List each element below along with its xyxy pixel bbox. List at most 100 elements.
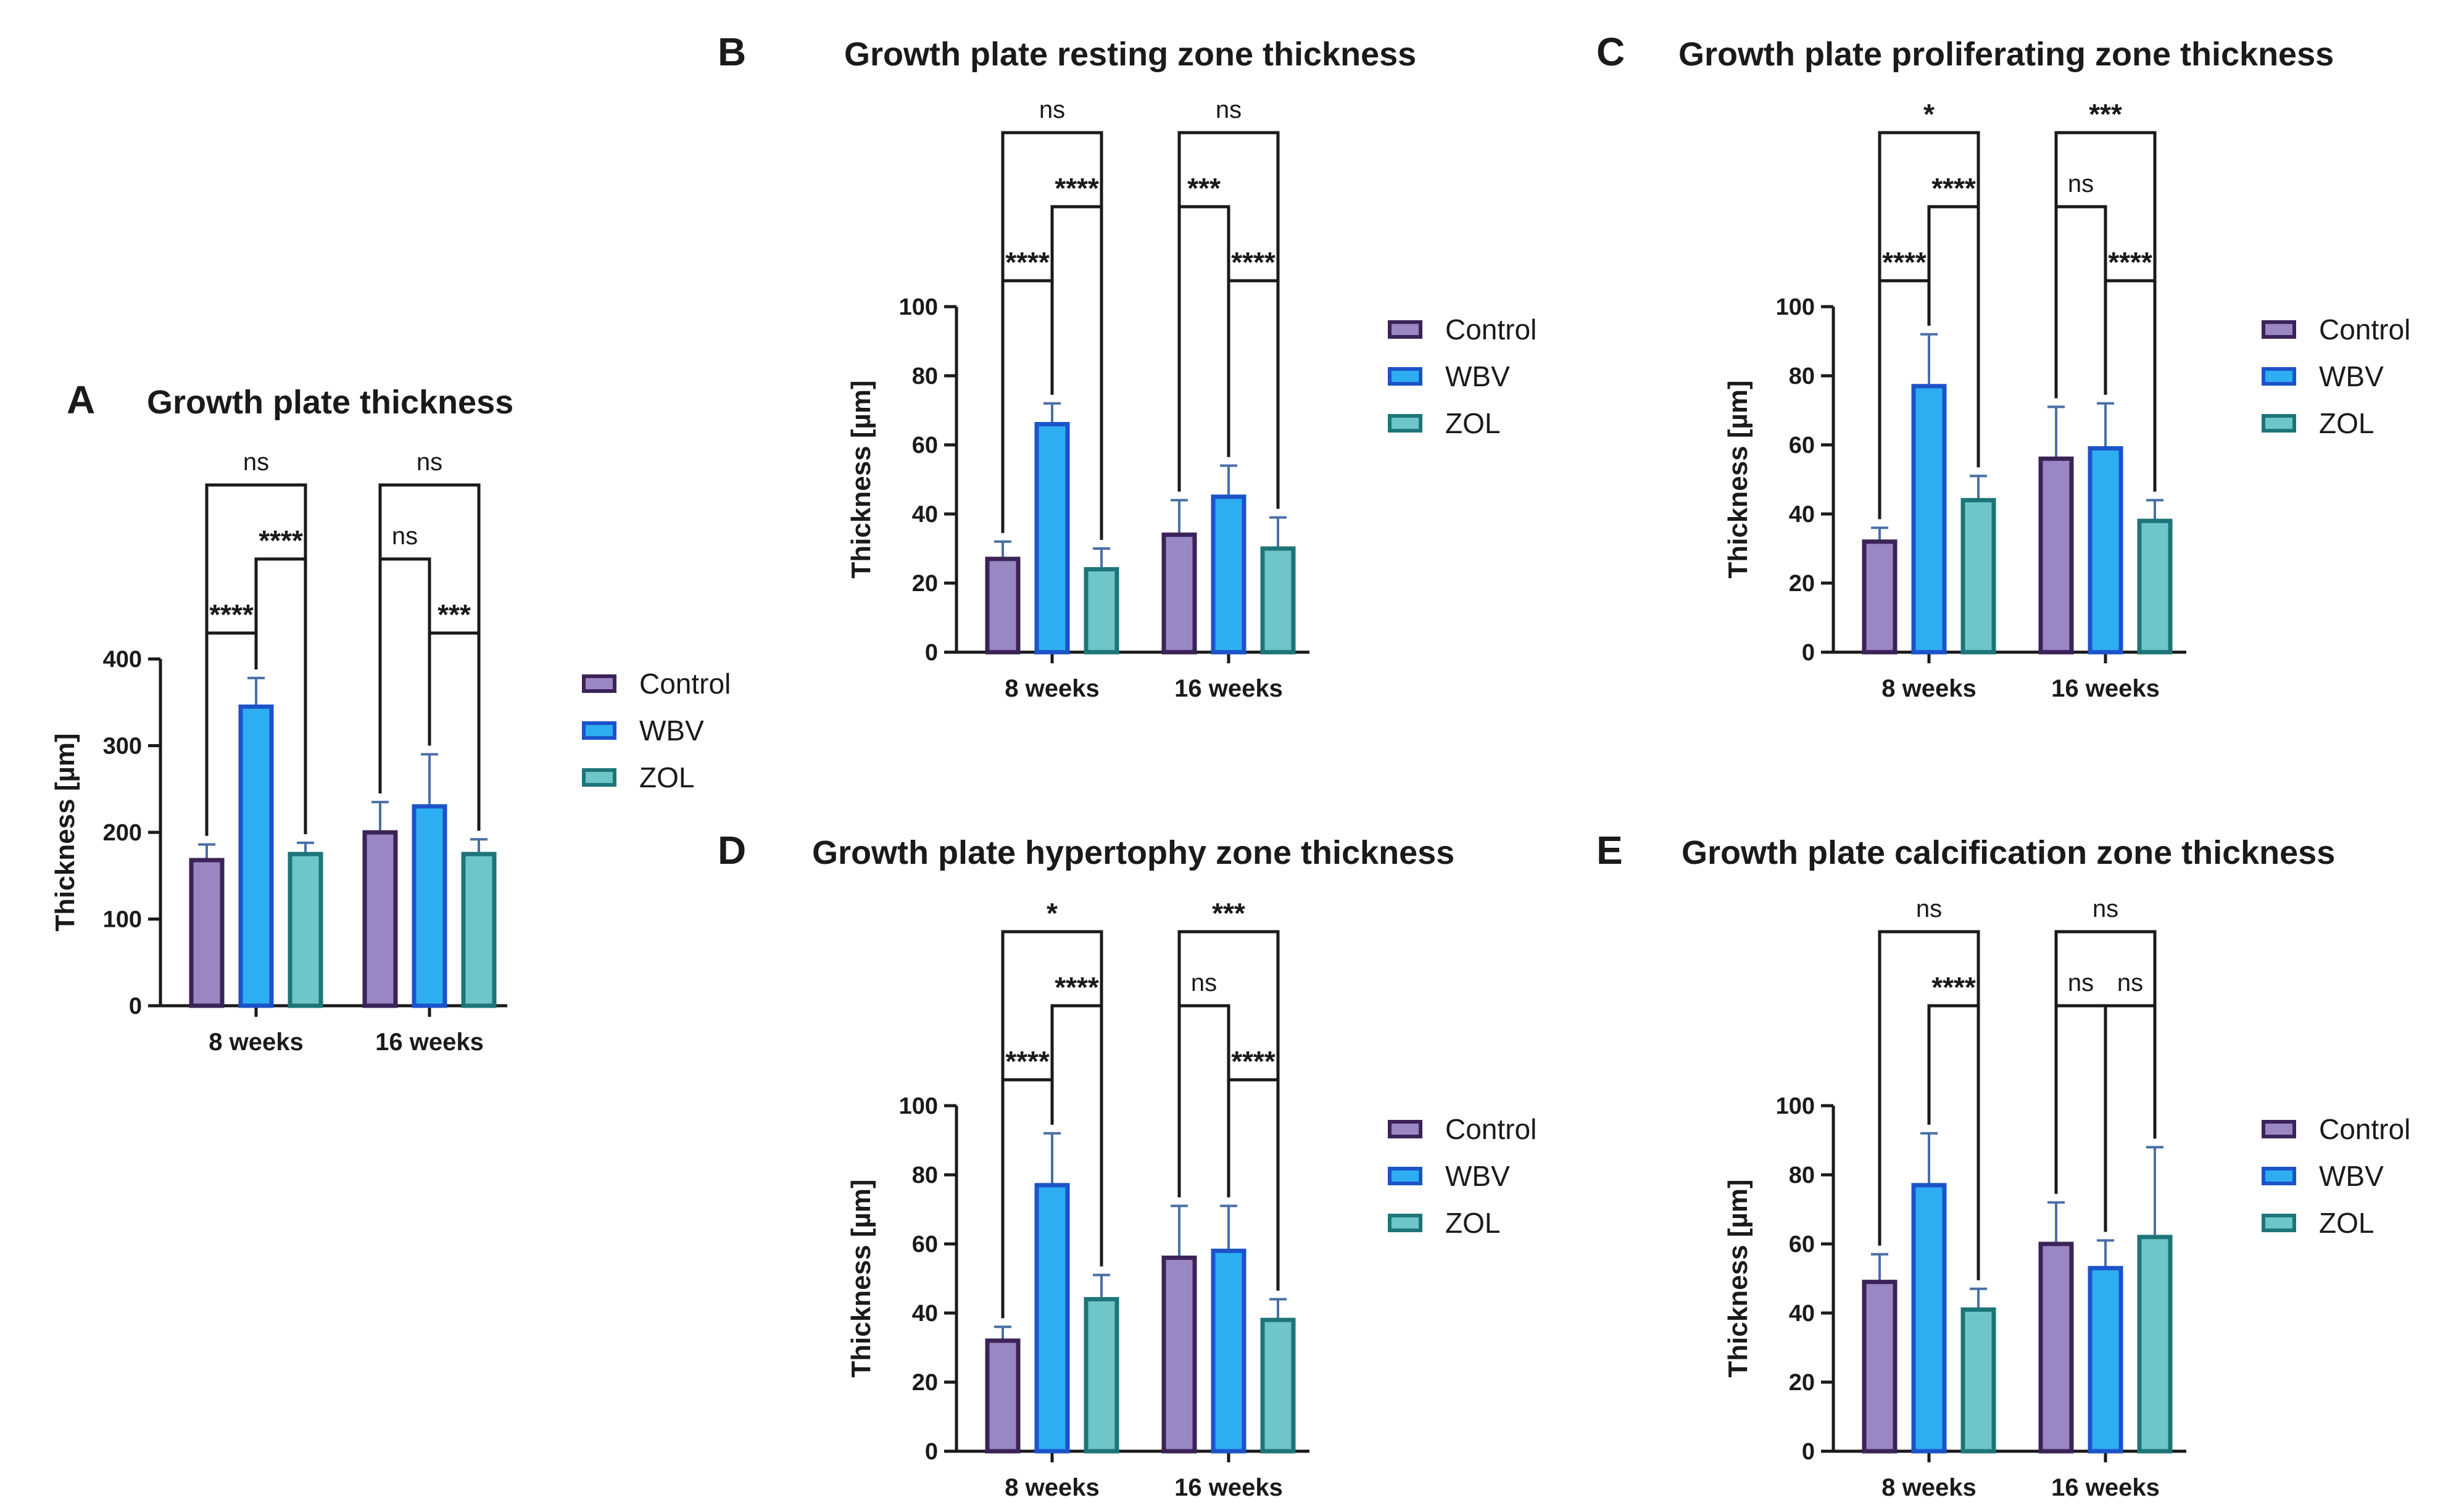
bar-wbv [238,704,274,1008]
chart-title: Growth plate thickness [147,384,513,421]
legend-swatch-control [2262,1120,2296,1138]
y-tick-label: 60 [1789,433,1815,458]
y-tick-label: 0 [1802,640,1815,666]
significance-label: **** [1231,1045,1276,1077]
chart-title: Growth plate resting zone thickness [844,36,1416,73]
bar-zol [1260,1317,1296,1454]
significance-label: ns [2093,895,2118,922]
panel-letter: E [1596,828,1623,872]
legend-label: ZOL [1445,1207,1500,1239]
bar-control [985,557,1021,655]
y-axis-label: Thickness [µm] [846,1179,876,1377]
y-tick-label: 100 [103,907,142,933]
x-tick-label: 16 weeks [2051,1474,2160,1501]
y-tick-label: 40 [912,502,938,528]
significance-label: * [1923,98,1935,130]
legend-swatch-control [2262,320,2296,339]
legend-label: ZOL [639,761,694,793]
chart-title: Growth plate calcification zone thicknes… [1682,834,2335,871]
legend-label: WBV [1445,360,1510,392]
significance-bracket [2104,279,2157,492]
panel-letter: A [67,378,95,422]
x-tick-label: 16 weeks [1174,1474,1283,1501]
bar-zol [1960,1307,1996,1454]
legend-label: WBV [639,715,704,747]
bar-wbv [2088,446,2123,655]
y-tick-label: 0 [925,640,938,666]
legend-swatch-control [1388,320,1422,339]
y-tick-label: 60 [1789,1232,1815,1257]
significance-label: ns [417,449,442,476]
significance-label: ns [1216,96,1242,123]
legend-swatch-wbv [2262,1167,2296,1185]
significance-bracket [378,557,431,793]
legend-swatch-wbv [1388,1167,1422,1185]
legend-label: ZOL [1445,407,1500,439]
y-tick-label: 60 [912,433,938,458]
x-tick-label: 16 weeks [375,1029,484,1056]
significance-label: *** [2089,98,2122,130]
bar-control [1862,1280,1898,1454]
significance-bracket [1227,279,1280,509]
significance-label: ns [1191,969,1217,996]
significance-label: **** [1005,246,1050,278]
significance-label: *** [1187,172,1221,204]
significance-bracket [1177,205,1230,492]
legend-swatch-wbv [2262,367,2296,386]
y-tick-label: 40 [1789,1301,1815,1327]
y-tick-label: 20 [1789,571,1815,597]
significance-bracket [205,631,258,836]
bar-zol [1084,1297,1119,1454]
x-tick-label: 8 weeks [209,1029,303,1056]
y-tick-label: 0 [1802,1439,1815,1465]
legend-label: WBV [2319,360,2384,392]
legend-swatch-zol [1388,1214,1422,1232]
x-tick-label: 8 weeks [1881,675,1976,702]
bar-control [2038,456,2074,655]
y-tick-label: 0 [925,1439,938,1465]
bar-control [2038,1241,2074,1454]
panel-e: E Growth plate calcification zone thickne… [1596,828,2410,1501]
panel-letter: B [718,30,746,74]
bar-wbv [1034,421,1070,655]
bar-zol [1260,546,1296,655]
legend-swatch-control [1388,1120,1422,1138]
y-tick-label: 80 [1789,1162,1815,1188]
significance-label: **** [209,599,254,631]
bar-wbv [1911,1183,1947,1454]
significance-label: **** [1055,172,1099,204]
significance-bracket [1050,1004,1103,1267]
y-axis-label: Thickness [µm] [846,380,876,578]
significance-bracket [1927,205,1980,468]
bar-wbv [1211,1248,1247,1454]
significance-label: ns [2068,969,2094,996]
legend-swatch-zol [1388,414,1422,433]
significance-label: **** [259,524,303,557]
y-tick-label: 80 [912,1162,938,1188]
significance-bracket [1001,279,1054,533]
legend-label: Control [2319,1113,2410,1145]
bar-zol [461,851,497,1008]
significance-bracket [1227,1078,1280,1291]
significance-bracket [2054,1004,2107,1232]
bar-control [362,830,398,1008]
y-axis-label: Thickness [µm] [1723,1179,1753,1377]
x-tick-label: 8 weeks [1881,1474,1976,1501]
significance-label: *** [1212,897,1245,929]
bar-control [1161,1255,1197,1454]
legend-label: Control [639,668,731,700]
significance-label: **** [1231,246,1276,278]
significance-label: * [1047,897,1058,929]
panel-letter: C [1596,30,1625,74]
panel-letter: D [718,828,746,872]
y-tick-label: 300 [103,734,142,760]
significance-bracket [1177,1004,1230,1198]
y-tick-label: 20 [1789,1370,1815,1396]
panel-c: C Growth plate proliferating zone thickne… [1596,30,2410,702]
y-tick-label: 100 [899,1093,938,1119]
legend-label: Control [1445,1113,1537,1145]
y-tick-label: 60 [912,1232,938,1257]
y-tick-label: 40 [912,1301,938,1327]
significance-bracket [1878,279,1931,520]
